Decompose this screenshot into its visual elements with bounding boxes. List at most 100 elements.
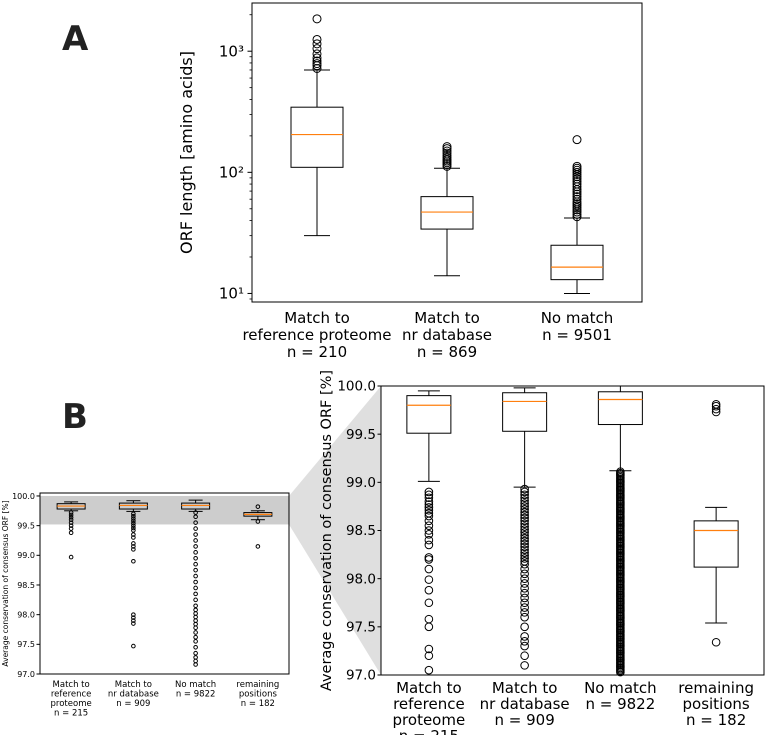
box-group bbox=[420, 142, 474, 277]
outlier-point bbox=[312, 14, 322, 24]
outlier-point bbox=[312, 49, 322, 59]
category-label: nr database bbox=[480, 695, 570, 713]
outlier-point bbox=[193, 579, 198, 585]
outlier-point bbox=[520, 505, 529, 514]
outlier-point bbox=[520, 484, 529, 494]
outlier-point bbox=[131, 511, 136, 517]
category-label: Match to bbox=[414, 309, 480, 327]
outlier-point bbox=[424, 540, 434, 550]
outlier-point bbox=[520, 531, 529, 540]
outlier-point bbox=[193, 634, 198, 640]
outlier-point bbox=[520, 564, 529, 574]
outlier-point bbox=[520, 536, 529, 546]
outlier-point bbox=[520, 574, 529, 583]
outlier-point bbox=[520, 502, 529, 511]
box-iqr bbox=[597, 391, 643, 426]
outlier-point bbox=[520, 584, 529, 593]
category-label: positions bbox=[683, 695, 750, 713]
panel-label-b: B bbox=[62, 397, 88, 437]
outlier-point bbox=[193, 611, 198, 616]
outlier-point bbox=[193, 567, 198, 573]
outlier-point bbox=[131, 544, 136, 549]
outlier-point bbox=[255, 504, 261, 509]
category-label: n = 210 bbox=[287, 343, 347, 361]
y-tick-label: 99.0 bbox=[346, 475, 376, 491]
outlier-point bbox=[442, 146, 452, 156]
outlier-point bbox=[572, 161, 582, 171]
category-label: remaining bbox=[678, 679, 754, 697]
category-label: n = 909 bbox=[495, 711, 555, 729]
box-iqr bbox=[290, 106, 344, 168]
category-label: Match to bbox=[115, 680, 152, 690]
outlier-point bbox=[193, 662, 198, 667]
outlier-point bbox=[520, 522, 529, 531]
box-iqr bbox=[406, 395, 452, 434]
outlier-point bbox=[68, 530, 74, 536]
outlier-point bbox=[424, 521, 434, 530]
outlier-point bbox=[520, 641, 529, 651]
y-tick-label: 98.0 bbox=[346, 571, 376, 587]
outlier-point bbox=[520, 622, 529, 632]
category-label: No match bbox=[541, 309, 614, 327]
outlier-point bbox=[68, 520, 74, 525]
outlier-point bbox=[131, 516, 136, 521]
outlier-point bbox=[424, 553, 434, 562]
outlier-point bbox=[424, 564, 434, 574]
outlier-point bbox=[616, 467, 625, 477]
box-iqr bbox=[420, 196, 474, 230]
y-tick-label: 99.0 bbox=[17, 551, 35, 560]
category-label: Match to bbox=[284, 309, 350, 327]
outlier-point bbox=[68, 526, 74, 531]
outlier-point bbox=[424, 622, 434, 632]
outlier-point bbox=[520, 499, 529, 508]
plot-frame bbox=[39, 492, 290, 675]
outlier-point bbox=[312, 39, 322, 49]
box-group bbox=[406, 390, 452, 675]
outlier-point bbox=[131, 615, 136, 620]
outlier-point bbox=[68, 554, 74, 560]
category-label: n = 909 bbox=[116, 699, 150, 709]
outlier-point bbox=[711, 404, 721, 414]
outlier-point bbox=[442, 148, 452, 158]
outlier-point bbox=[520, 632, 529, 641]
outlier-point bbox=[131, 520, 136, 526]
y-tick-label: 99.5 bbox=[17, 521, 35, 530]
outlier-point bbox=[131, 525, 136, 531]
outlier-point bbox=[424, 644, 434, 654]
outlier-point bbox=[424, 526, 434, 535]
y-axis-label: ORF length [amino acids] bbox=[177, 51, 196, 254]
category-label: No match bbox=[175, 680, 216, 690]
outlier-point bbox=[193, 607, 198, 613]
outlier-point bbox=[193, 618, 198, 623]
outlier-point bbox=[572, 179, 582, 189]
outlier-point bbox=[442, 142, 452, 152]
box-group bbox=[56, 501, 86, 560]
outlier-point bbox=[520, 519, 529, 529]
outlier-point bbox=[193, 510, 198, 515]
outlier-point bbox=[520, 545, 529, 555]
outlier-point bbox=[424, 493, 434, 503]
outlier-point bbox=[520, 598, 529, 608]
y-tick-label: 100.0 bbox=[337, 379, 376, 395]
outlier-point bbox=[193, 650, 198, 656]
outlier-point bbox=[131, 612, 136, 617]
outlier-point bbox=[520, 593, 529, 603]
zoom-highlight-band bbox=[40, 495, 289, 525]
outlier-point bbox=[520, 651, 529, 661]
category-label: nr database bbox=[402, 326, 492, 344]
outlier-point bbox=[424, 505, 434, 515]
category-label: Match to bbox=[396, 679, 462, 697]
outlier-point bbox=[193, 658, 198, 664]
outlier-point bbox=[520, 513, 529, 523]
outlier-point bbox=[424, 487, 434, 497]
y-tick-label: 98.5 bbox=[17, 581, 35, 590]
outlier-point bbox=[572, 176, 582, 186]
outlier-point bbox=[520, 510, 529, 520]
outlier-point bbox=[424, 598, 434, 608]
outlier-point bbox=[424, 503, 434, 512]
category-label: nr database bbox=[108, 690, 159, 700]
category-label: n = 182 bbox=[686, 711, 746, 729]
outlier-point bbox=[131, 541, 136, 546]
outlier-point bbox=[424, 665, 434, 675]
outlier-point bbox=[312, 53, 322, 63]
